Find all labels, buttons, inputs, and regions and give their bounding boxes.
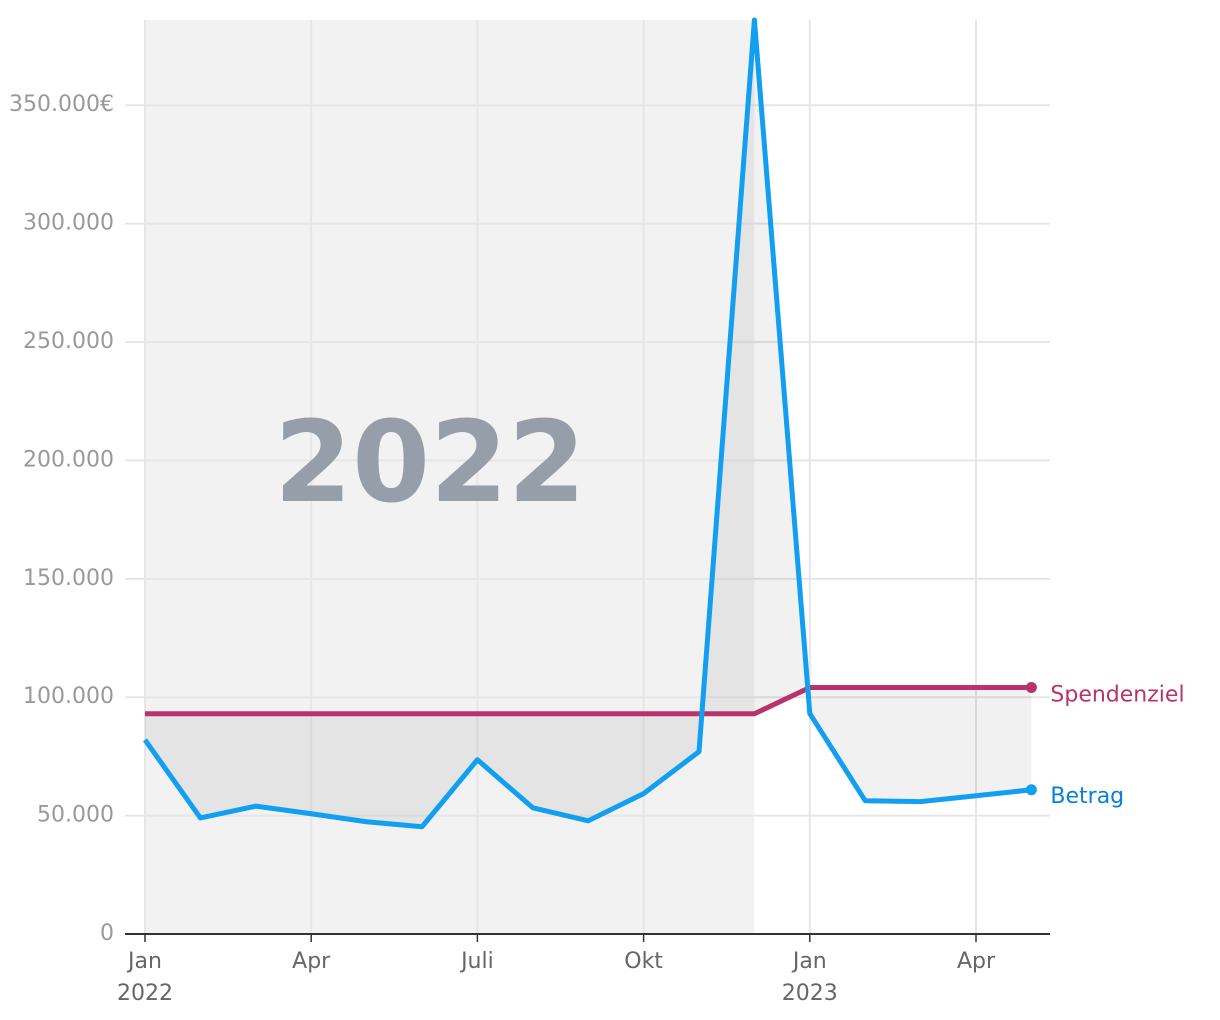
- year-shade: [145, 20, 755, 934]
- y-tick-label: 0: [100, 921, 114, 946]
- y-tick-label: 100.000: [23, 684, 114, 709]
- x-tick-label: Okt: [624, 949, 663, 974]
- x-tick-label: Jan 2022: [117, 949, 173, 1006]
- x-tick-label: Apr: [292, 949, 331, 974]
- gap-area: [145, 20, 1032, 827]
- legend-label: Spendenziel: [1050, 683, 1184, 708]
- end-marker: [1025, 784, 1037, 796]
- y-tick-label: 50.000: [37, 803, 114, 828]
- y-tick-label: 350.000€: [9, 92, 114, 117]
- legend-label: Betrag: [1050, 784, 1124, 809]
- series-line: [142, 17, 1032, 830]
- y-tick-label: 250.000: [23, 329, 114, 354]
- annotation: 2022: [274, 398, 586, 528]
- y-tick-label: 300.000: [23, 211, 114, 236]
- x-tick-label: Juli: [461, 949, 494, 974]
- end-marker: [1025, 682, 1037, 694]
- x-tick-label: Jan 2023: [781, 949, 838, 1006]
- series-line: [145, 685, 1032, 717]
- y-tick-label: 200.000: [23, 447, 114, 472]
- y-tick-label: 150.000: [23, 566, 114, 591]
- x-tick-label: Apr: [956, 949, 996, 974]
